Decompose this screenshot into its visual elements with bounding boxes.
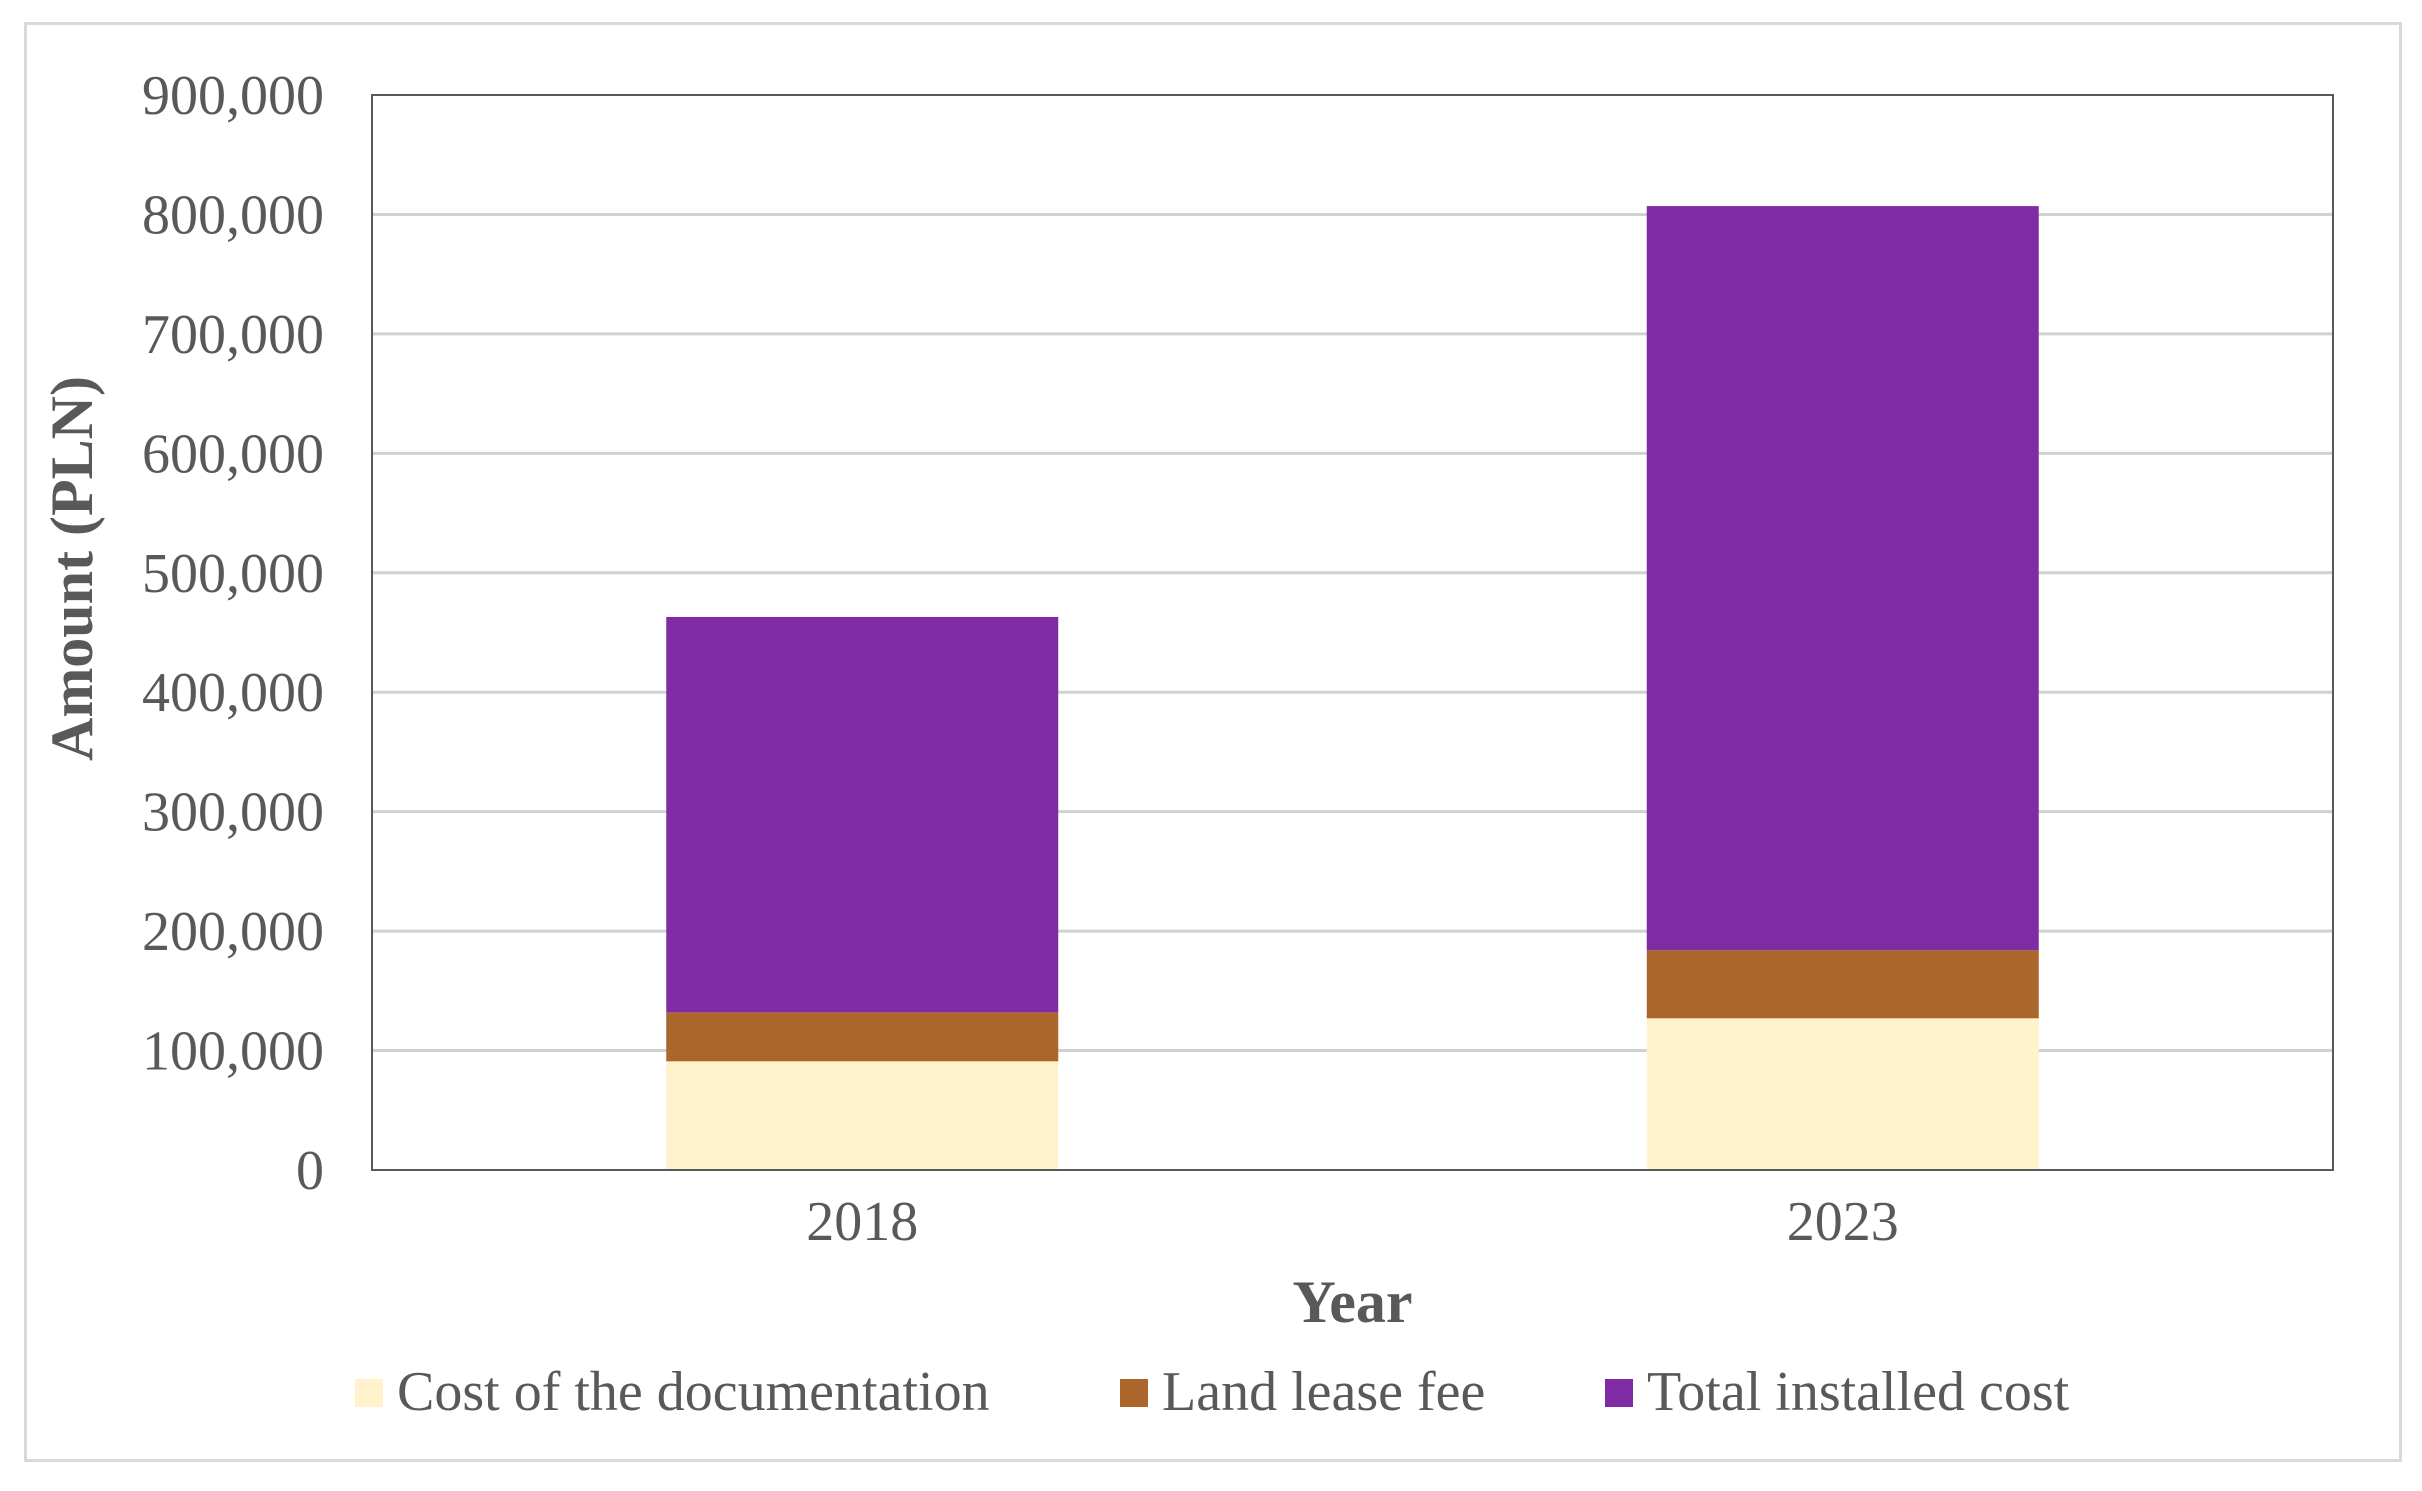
- bar-segment-cost-of-the-documentation-2023: [1646, 1018, 2039, 1170]
- legend-label: Cost of the documentation: [397, 1361, 990, 1423]
- x-axis-title: Year: [1293, 1269, 1413, 1335]
- plot-area-border: [371, 94, 2334, 1171]
- y-tick-label: 200,000: [142, 901, 324, 963]
- bar-segment-land-lease-fee-2018: [666, 1012, 1059, 1062]
- y-axis-title: Amount (PLN): [39, 376, 105, 761]
- x-axis-ticks: 2018 2023: [806, 1191, 1899, 1253]
- x-tick-label: 2018: [806, 1191, 918, 1253]
- legend-swatch: [1120, 1379, 1148, 1407]
- bar-segment-land-lease-fee-2023: [1646, 950, 2039, 1019]
- y-tick-label: 900,000: [142, 65, 324, 127]
- y-tick-label: 700,000: [142, 304, 324, 366]
- y-tick-label: 300,000: [142, 782, 324, 844]
- legend: Cost of the documentation Land lease fee T…: [355, 1361, 2070, 1423]
- bar-segment-total-installed-cost-2018: [666, 616, 1059, 1013]
- bars: [666, 206, 2039, 1170]
- gridlines: [372, 212, 2333, 1053]
- y-tick-label: 400,000: [142, 662, 324, 724]
- bar-segment-cost-of-the-documentation-2018: [666, 1061, 1059, 1170]
- y-tick-label: 600,000: [142, 423, 324, 485]
- legend-swatch: [1605, 1379, 1633, 1407]
- legend-swatch: [355, 1379, 383, 1407]
- legend-label: Land lease fee: [1162, 1361, 1485, 1423]
- legend-label: Total installed cost: [1647, 1361, 2070, 1423]
- x-tick-label: 2023: [1787, 1191, 1899, 1253]
- y-axis-ticks: 0 100,000 200,000 300,000 400,000 500,000 600,…: [142, 65, 324, 1202]
- y-tick-label: 0: [296, 1140, 324, 1202]
- y-tick-label: 800,000: [142, 184, 324, 246]
- y-tick-label: 100,000: [142, 1021, 324, 1083]
- bar-segment-total-installed-cost-2023: [1646, 206, 2039, 951]
- y-tick-label: 500,000: [142, 543, 324, 605]
